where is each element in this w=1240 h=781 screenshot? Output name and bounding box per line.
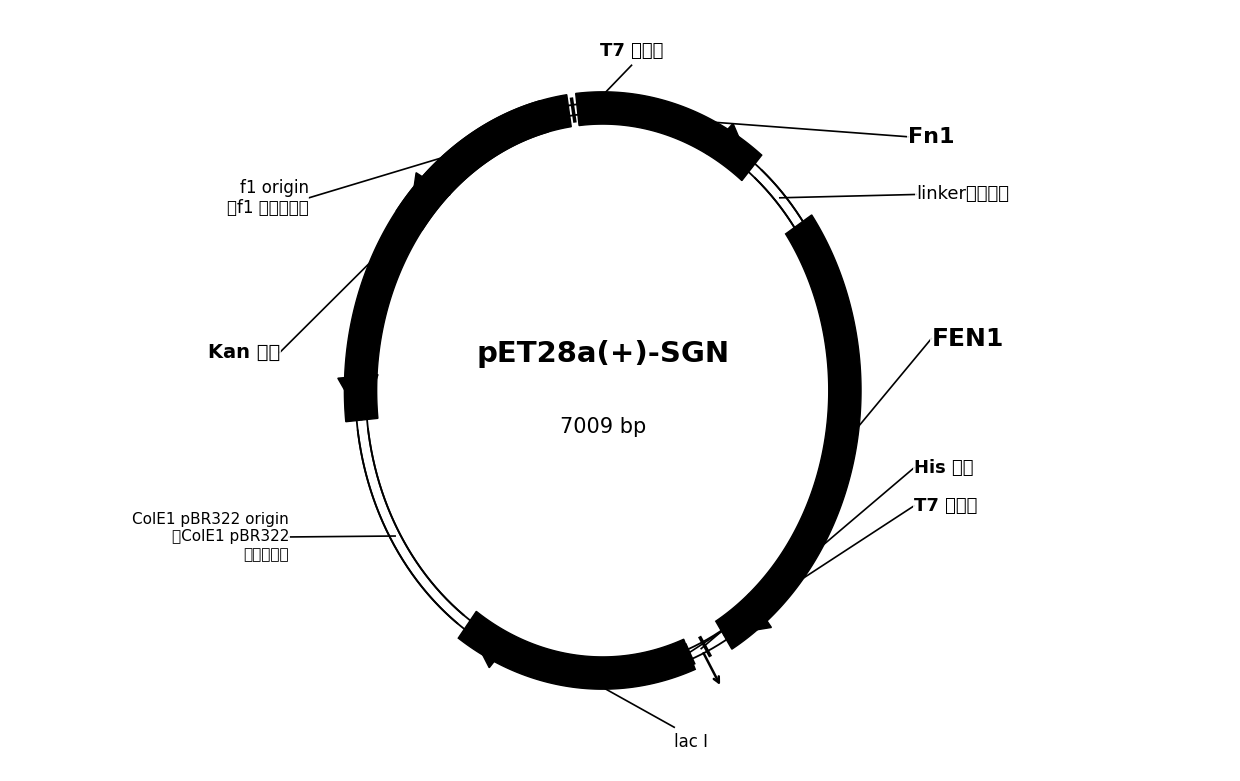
Polygon shape (397, 95, 572, 230)
Text: ColE1 pBR322 origin
（ColE1 pBR322
起始位点）: ColE1 pBR322 origin （ColE1 pBR322 起始位点） (133, 512, 289, 562)
Polygon shape (409, 173, 450, 220)
Text: lac I: lac I (675, 733, 708, 751)
Text: f1 origin
（f1 起始位点）: f1 origin （f1 起始位点） (227, 179, 309, 217)
Polygon shape (575, 92, 761, 180)
Text: Kan 序列: Kan 序列 (207, 343, 280, 362)
Polygon shape (706, 123, 751, 168)
Text: T7 终止子: T7 终止子 (600, 41, 663, 59)
Text: T7 启动子: T7 启动子 (914, 497, 977, 515)
Text: pET28a(+)-SGN: pET28a(+)-SGN (476, 340, 729, 368)
Polygon shape (345, 101, 548, 422)
Text: His 标签: His 标签 (914, 458, 973, 476)
Text: linker（连接）: linker（连接） (916, 185, 1009, 203)
Polygon shape (467, 625, 515, 668)
Text: FEN1: FEN1 (931, 326, 1003, 351)
Polygon shape (459, 612, 696, 689)
Text: Fn1: Fn1 (909, 127, 955, 147)
Polygon shape (724, 594, 771, 635)
Polygon shape (715, 215, 861, 649)
Polygon shape (337, 375, 378, 420)
Text: 7009 bp: 7009 bp (559, 417, 646, 437)
